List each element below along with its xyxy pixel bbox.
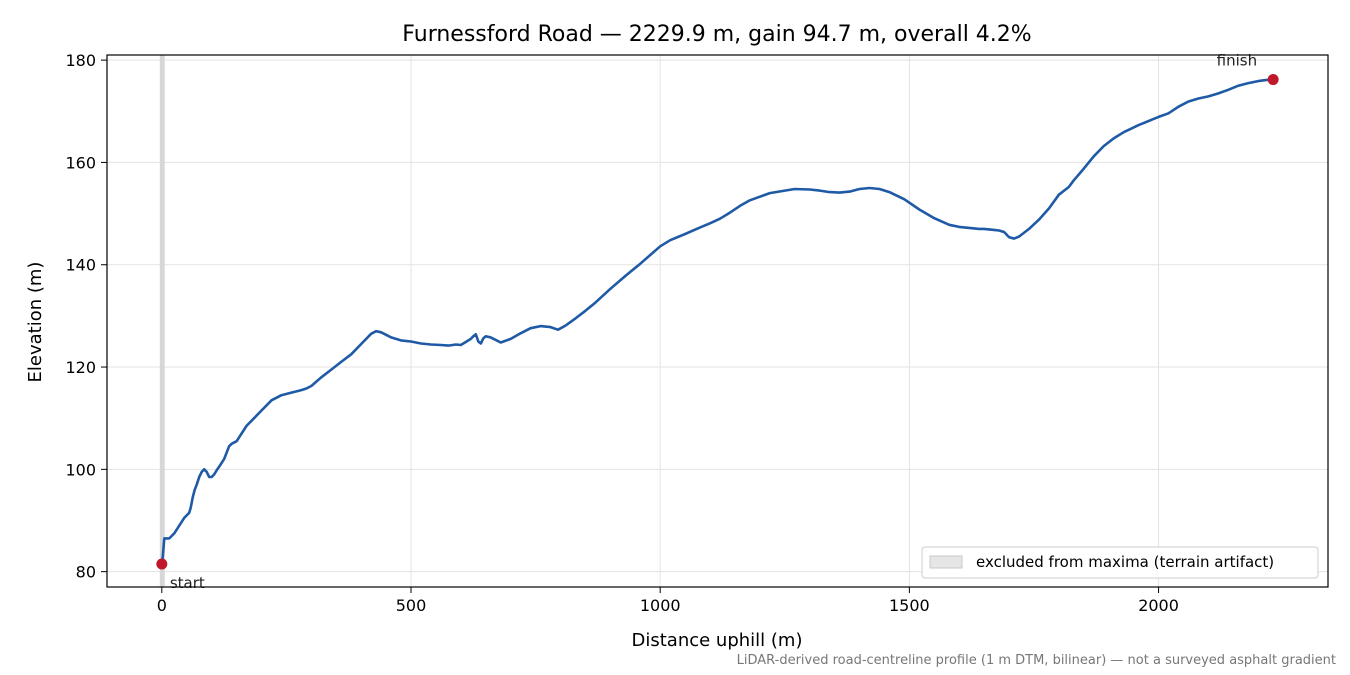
plot-frame bbox=[106, 54, 1329, 588]
finish-marker bbox=[1267, 74, 1279, 86]
marker-layer: start finish bbox=[156, 52, 1279, 592]
x-axis-label: Distance uphill (m) bbox=[632, 630, 803, 651]
y-axis: 80 100 120 140 160 180 bbox=[65, 51, 107, 582]
y-tick-label: 180 bbox=[65, 51, 96, 70]
series-layer bbox=[160, 78, 1275, 566]
y-tick-label: 160 bbox=[65, 153, 96, 172]
grid bbox=[107, 55, 1328, 587]
y-axis-label: Elevation (m) bbox=[25, 262, 46, 383]
chart-title: Furnessford Road — 2229.9 m, gain 94.7 m… bbox=[402, 22, 1031, 47]
x-axis: 0 500 1000 1500 2000 bbox=[157, 587, 1179, 615]
finish-label: finish bbox=[1217, 52, 1257, 70]
legend-label-excluded: excluded from maxima (terrain artifact) bbox=[976, 553, 1274, 571]
legend-swatch-excluded bbox=[929, 555, 963, 569]
x-tick-label: 500 bbox=[396, 596, 427, 615]
y-tick-label: 80 bbox=[76, 563, 96, 582]
start-label: start bbox=[170, 574, 205, 592]
footnote: LiDAR-derived road-centreline profile (1… bbox=[737, 653, 1336, 668]
elevation-line bbox=[160, 78, 1275, 566]
start-marker bbox=[156, 558, 168, 570]
legend-box bbox=[921, 546, 1319, 579]
x-tick-label: 0 bbox=[157, 596, 167, 615]
y-tick-label: 120 bbox=[65, 358, 96, 377]
excluded-band-layer bbox=[159, 55, 165, 587]
x-tick-label: 1000 bbox=[640, 596, 681, 615]
legend: excluded from maxima (terrain artifact) bbox=[921, 546, 1319, 579]
x-tick-label: 2000 bbox=[1138, 596, 1179, 615]
y-tick-label: 140 bbox=[65, 256, 96, 275]
excluded-band bbox=[159, 55, 165, 587]
x-tick-label: 1500 bbox=[889, 596, 930, 615]
y-tick-label: 100 bbox=[65, 460, 96, 479]
